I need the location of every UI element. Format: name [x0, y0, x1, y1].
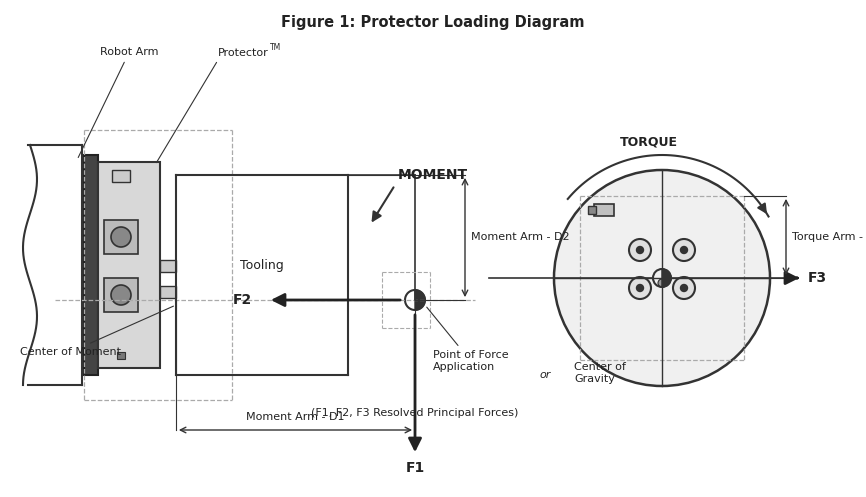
Text: F1: F1 [405, 461, 424, 475]
Text: Figure 1: Protector Loading Diagram: Figure 1: Protector Loading Diagram [281, 14, 585, 29]
Circle shape [673, 277, 695, 299]
Bar [588, 206, 596, 214]
Circle shape [681, 284, 688, 292]
Polygon shape [415, 290, 425, 310]
Bar [160, 286, 176, 298]
Bar [160, 260, 176, 272]
Circle shape [629, 239, 651, 261]
Circle shape [554, 170, 770, 386]
Text: TORQUE: TORQUE [620, 136, 678, 149]
Text: F3: F3 [808, 271, 827, 285]
Text: F2: F2 [233, 293, 252, 307]
Bar [104, 278, 138, 312]
Text: Tooling: Tooling [240, 258, 284, 271]
Circle shape [658, 279, 666, 287]
Circle shape [637, 284, 643, 292]
Circle shape [111, 227, 131, 247]
Text: Robot Arm: Robot Arm [78, 47, 158, 158]
Text: MOMENT: MOMENT [398, 168, 469, 182]
Circle shape [111, 285, 131, 305]
Text: TM: TM [270, 43, 281, 52]
Bar [104, 220, 138, 254]
Text: Moment Arm - D1: Moment Arm - D1 [246, 412, 345, 422]
Circle shape [673, 239, 695, 261]
Circle shape [637, 247, 643, 253]
Bar [112, 170, 130, 182]
Text: or: or [540, 370, 551, 380]
Text: (F1, F2, F3 Resolved Principal Forces): (F1, F2, F3 Resolved Principal Forces) [311, 408, 519, 418]
Text: Point of Force
Application: Point of Force Application [427, 307, 508, 372]
Bar [98, 162, 160, 368]
Text: Torque Arm - D3: Torque Arm - D3 [792, 232, 866, 242]
Polygon shape [662, 269, 671, 287]
Text: Center of
Gravity: Center of Gravity [574, 362, 626, 384]
Text: Protector: Protector [218, 48, 268, 58]
Text: Moment Arm - D2: Moment Arm - D2 [471, 233, 570, 243]
Bar [594, 204, 614, 216]
Circle shape [629, 277, 651, 299]
Bar [117, 352, 125, 359]
Text: Center of Moment: Center of Moment [20, 306, 173, 357]
Circle shape [681, 247, 688, 253]
Bar [84, 155, 98, 375]
